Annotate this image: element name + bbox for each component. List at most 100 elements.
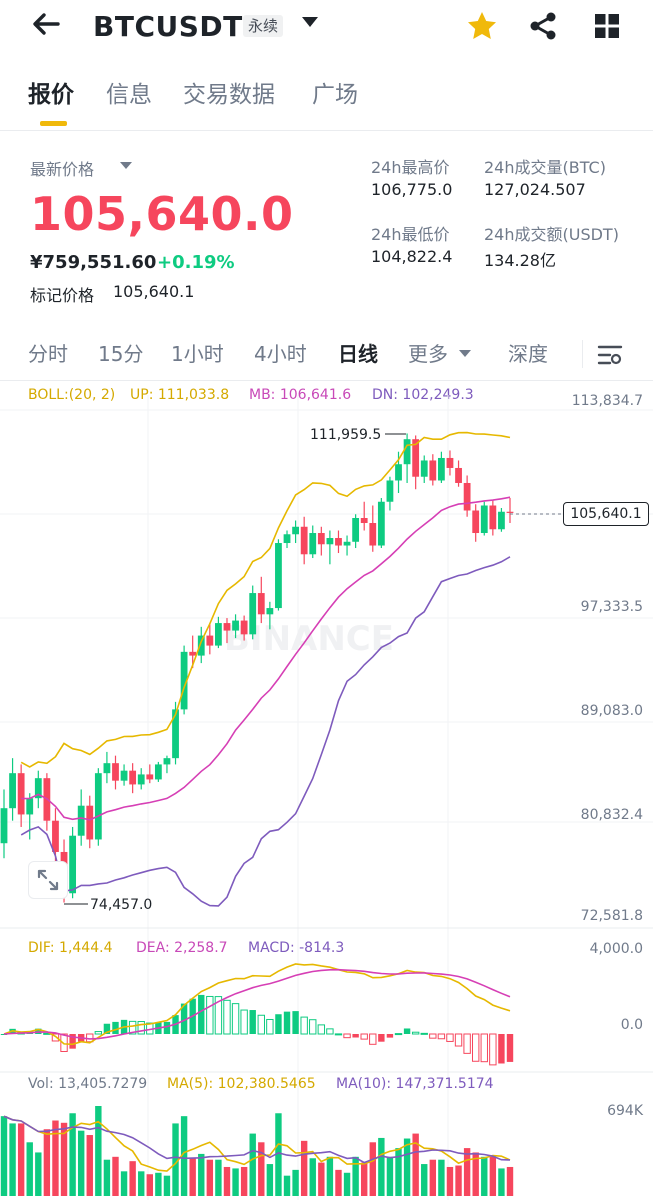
macd-bar — [300, 1016, 308, 1035]
timeframe-1d[interactable]: 日线 — [338, 342, 378, 366]
volume-bar — [249, 1133, 256, 1196]
candle-body — [506, 511, 514, 513]
volume-bar — [455, 1165, 462, 1196]
macd-bar — [60, 1033, 68, 1052]
symbol-dropdown-icon[interactable] — [302, 17, 318, 27]
candle-body — [215, 623, 222, 646]
candle-body — [403, 439, 411, 465]
boll-label: BOLL:(20, 2) — [28, 387, 116, 403]
main-tabs: 报价 信息 交易数据 广场 — [0, 78, 653, 131]
candle-body — [77, 805, 85, 836]
boll-up: UP: 111,033.8 — [130, 387, 230, 403]
price-change: +0.19% — [157, 252, 235, 273]
chart-settings-icon[interactable] — [597, 342, 623, 372]
volume-bar — [429, 1159, 437, 1196]
candle-body — [420, 460, 428, 477]
volume-bar — [421, 1164, 428, 1196]
last-price: 105,640.0 — [30, 187, 294, 241]
candle-body — [206, 635, 214, 646]
candle-body — [275, 543, 282, 609]
macd-bar — [214, 996, 223, 1035]
y-tick-1: 113,834.7 — [571, 393, 643, 409]
last-price-dropdown-icon[interactable] — [120, 162, 132, 169]
volume-bar — [326, 1156, 334, 1196]
macd-bar — [498, 1034, 505, 1064]
tab-trading-data[interactable]: 交易数据 — [183, 82, 275, 108]
candle-body — [26, 798, 34, 815]
back-arrow-icon[interactable] — [30, 8, 62, 49]
last-price-label: 最新价格 — [30, 160, 95, 179]
candle-body — [360, 518, 368, 524]
macd-bar — [480, 1033, 488, 1063]
current-price-tag: 105,640.1 — [563, 502, 649, 526]
volume-bar — [86, 1135, 93, 1196]
volume-bar — [395, 1148, 402, 1196]
timeframe-1h[interactable]: 1小时 — [171, 342, 224, 366]
share-icon[interactable] — [528, 11, 558, 45]
macd-bar — [411, 1031, 420, 1035]
tab-info[interactable]: 信息 — [106, 82, 152, 108]
macd-bar — [446, 1033, 454, 1042]
macd-bar — [180, 1003, 188, 1034]
macd-bar — [326, 1028, 334, 1035]
candle-body — [223, 623, 231, 631]
candle-body — [352, 518, 360, 542]
timeframe-4h[interactable]: 4小时 — [254, 342, 307, 366]
candle-body — [120, 770, 128, 781]
timeframe-15m[interactable]: 15分 — [98, 342, 144, 366]
candle-body — [9, 773, 16, 809]
timeframe-more-chevron-icon[interactable] — [459, 350, 471, 357]
high-value: 106,775.0 — [371, 180, 453, 199]
expand-button[interactable] — [28, 861, 68, 899]
timeframe-line[interactable]: 分时 — [28, 342, 68, 366]
depth-tab[interactable]: 深度 — [508, 342, 548, 366]
candle-body — [180, 651, 188, 710]
candle-body — [395, 464, 402, 481]
vol-tick: 694K — [607, 1103, 643, 1119]
mark-price-label: 标记价格 — [30, 286, 95, 305]
volume-bar — [180, 1116, 188, 1196]
candle-body — [386, 480, 394, 502]
tab-square[interactable]: 广场 — [312, 82, 358, 108]
candle-body — [455, 467, 462, 483]
candle-body — [69, 835, 77, 894]
candle-body — [498, 511, 505, 530]
macd-bar — [198, 994, 205, 1034]
macd-bar — [0, 1034, 8, 1035]
volume-bar — [318, 1162, 325, 1196]
boll-lower-line — [20, 556, 511, 907]
macd-bar — [240, 1009, 248, 1035]
macd-bar — [163, 1021, 171, 1034]
macd-bar — [454, 1033, 463, 1047]
tab-quote[interactable]: 报价 — [28, 82, 74, 108]
volume-usdt-value: 134.28亿 — [484, 251, 556, 270]
timeframe-more[interactable]: 更多 — [408, 342, 448, 366]
candle-body — [52, 820, 59, 852]
candle-body — [249, 593, 257, 635]
macd-bar — [334, 1033, 343, 1036]
vol-ma5-line — [3, 1115, 511, 1172]
candle-body — [266, 608, 274, 615]
volume-bar — [17, 1123, 25, 1196]
macd-bar — [292, 1011, 299, 1034]
boll-middle-line — [21, 496, 511, 821]
candle-body — [326, 538, 334, 545]
kline-chart[interactable]: BINANCE 111,959.5 74,457.0 — [0, 380, 653, 1200]
grid-icon[interactable] — [594, 13, 620, 43]
macd-bar — [463, 1033, 471, 1054]
volume-bar — [129, 1161, 136, 1196]
volume-bar — [35, 1152, 42, 1196]
symbol-title[interactable]: BTCUSDT — [93, 10, 243, 43]
volume-bar — [9, 1123, 16, 1196]
macd-value: MACD: -814.3 — [248, 940, 345, 956]
star-icon[interactable] — [466, 10, 498, 46]
mark-price: 105,640.1 — [113, 282, 195, 301]
volume-bar — [138, 1171, 145, 1196]
macd-bar — [506, 1034, 514, 1062]
candle-body — [257, 593, 265, 615]
volume-bar — [386, 1156, 394, 1196]
macd-bar — [137, 1021, 145, 1035]
candle-body — [292, 526, 299, 535]
max-price-label: 111,959.5 — [310, 427, 381, 443]
volume-bar — [352, 1156, 359, 1196]
